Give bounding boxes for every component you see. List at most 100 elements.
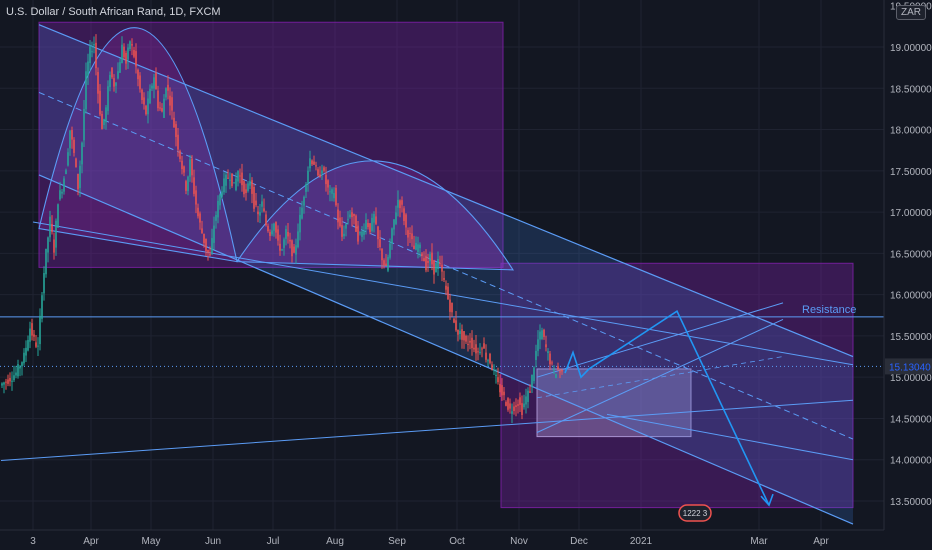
candle-body <box>207 249 209 253</box>
candle-body <box>41 295 43 319</box>
candle-body <box>365 219 367 230</box>
currency-badge[interactable]: ZAR <box>896 5 926 20</box>
candle-body <box>253 186 255 209</box>
candle-body <box>313 161 315 165</box>
candle-body <box>31 323 33 336</box>
candle-body <box>299 214 301 233</box>
candle-body <box>79 165 81 188</box>
x-tick-label: Apr <box>83 536 99 547</box>
candle-body <box>37 345 39 347</box>
candle-body <box>539 331 541 340</box>
candle-body <box>421 253 423 257</box>
candle-body <box>103 119 105 125</box>
candle-body <box>49 216 51 238</box>
candle-body <box>199 213 201 223</box>
y-tick-label: 15.50000 <box>890 332 932 343</box>
candle-body <box>169 95 171 106</box>
candle-body <box>81 142 83 165</box>
candle-body <box>559 371 561 373</box>
candle-body <box>15 372 17 376</box>
event-badge-label: 1222 3 <box>683 509 708 518</box>
candle-body <box>405 214 407 228</box>
candle-body <box>93 43 95 46</box>
candle-body <box>439 263 441 265</box>
candle-body <box>35 342 37 347</box>
candle-body <box>267 225 269 232</box>
candle-body <box>191 158 193 176</box>
y-tick-label: 15.00000 <box>890 373 932 384</box>
candle-body <box>235 178 237 191</box>
candle-body <box>197 207 199 217</box>
candle-body <box>181 160 183 170</box>
candle-body <box>65 170 67 175</box>
x-tick-label: 3 <box>30 536 36 547</box>
candle-body <box>295 245 297 255</box>
projection-path <box>564 309 770 506</box>
trend-line-1 <box>38 24 854 358</box>
x-tick-label: Apr <box>813 536 829 547</box>
candle-body <box>363 231 365 235</box>
candle-body <box>483 343 485 349</box>
candle-body <box>11 380 13 382</box>
candle-body <box>397 199 399 208</box>
candle-body <box>123 46 125 58</box>
x-tick-label: May <box>142 536 161 547</box>
candle-body <box>303 196 305 206</box>
candle-body <box>225 174 227 186</box>
candle-body <box>165 88 167 98</box>
trend-line-3 <box>38 91 854 440</box>
candle-body <box>117 71 119 79</box>
candle-body <box>73 139 75 153</box>
candle-body <box>9 377 11 382</box>
candle-body <box>459 330 461 335</box>
candle-body <box>429 254 431 262</box>
x-tick-label: Aug <box>326 536 344 547</box>
candle-body <box>59 190 61 200</box>
candle-body <box>475 344 477 354</box>
candle-body <box>293 246 295 253</box>
candle-body <box>551 362 553 364</box>
y-tick-label: 16.00000 <box>890 291 932 302</box>
channel-fill <box>39 24 853 525</box>
candle-body <box>487 360 489 362</box>
candle-body <box>161 108 163 112</box>
candle-body <box>287 231 289 237</box>
candle-body <box>323 167 325 171</box>
candle-body <box>67 152 69 166</box>
candle-body <box>379 239 381 248</box>
candle-body <box>501 385 503 396</box>
last-price-label: 15.13040 <box>889 362 931 373</box>
candle-body <box>541 330 543 339</box>
candle-body <box>5 381 7 383</box>
candle-body <box>307 170 309 183</box>
x-tick-label: Dec <box>570 536 588 547</box>
candle-body <box>505 402 507 406</box>
candle-body <box>13 375 15 381</box>
candle-body <box>369 223 371 233</box>
candle-body <box>71 130 73 140</box>
candle-body <box>329 191 331 193</box>
candle-body <box>107 86 109 111</box>
candle-body <box>61 191 63 194</box>
candle-body <box>237 171 239 182</box>
candle-body <box>503 391 505 396</box>
candle-body <box>413 245 415 250</box>
candle-body <box>85 71 87 110</box>
candle-body <box>345 224 347 229</box>
candle-body <box>91 51 93 53</box>
candle-body <box>29 328 31 342</box>
candle-body <box>377 226 379 240</box>
candle-body <box>327 180 329 188</box>
candle-body <box>509 403 511 409</box>
candle-body <box>339 217 341 227</box>
candle-body <box>557 366 559 369</box>
candle-body <box>445 285 447 290</box>
candle-body <box>131 44 133 46</box>
candle-body <box>497 377 499 383</box>
candle-body <box>463 331 465 341</box>
candle-body <box>101 113 103 130</box>
candle-body <box>349 214 351 218</box>
candle-body <box>137 69 139 80</box>
candle-body <box>269 232 271 237</box>
